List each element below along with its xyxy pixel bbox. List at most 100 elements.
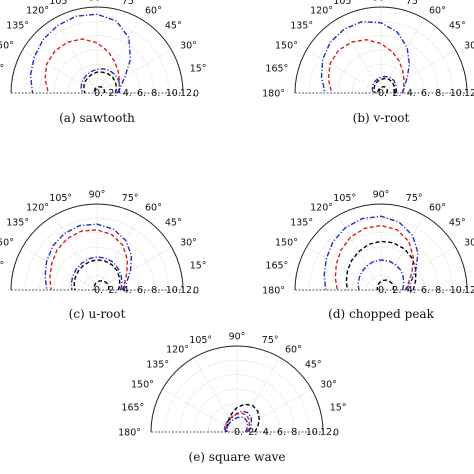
panel-caption: (a) sawtooth — [59, 111, 135, 125]
angle-tick-label: 60° — [145, 5, 162, 16]
grid-spoke — [193, 357, 238, 433]
series-curve-5 — [377, 86, 388, 94]
angle-tick-label: 165° — [121, 403, 144, 414]
radial-tick-label: 8. — [151, 88, 160, 99]
angle-tick-label: 180° — [262, 89, 285, 100]
radial-tick-label: 4. — [123, 88, 132, 99]
angle-tick-label: 120° — [26, 202, 49, 213]
angle-tick-label: 45° — [165, 21, 182, 32]
radial-tick-label: 12. — [464, 285, 474, 296]
angle-tick-label: 135° — [146, 360, 169, 371]
angle-tick-label: 180° — [262, 286, 285, 297]
series-curve-1 — [371, 75, 397, 94]
angle-tick-label: 90° — [89, 0, 106, 4]
series-curve-2 — [373, 77, 396, 94]
angle-tick-label: 75° — [262, 335, 279, 346]
angle-tick-label: 105° — [49, 193, 72, 204]
grid-spoke — [337, 215, 382, 291]
angle-tick-label: 150° — [0, 238, 14, 249]
series-curve-4 — [320, 20, 411, 94]
grid-spoke — [236, 357, 281, 433]
grid-spoke — [306, 49, 382, 94]
angle-tick-label: 120° — [310, 5, 333, 16]
angle-tick-label: 105° — [49, 0, 72, 7]
angle-tick-label: 30° — [180, 41, 197, 52]
polar-panel-2: 015°30°45°60°75°90°105°120°135°150°165°1… — [262, 0, 474, 125]
series-curve-4 — [44, 223, 133, 291]
radial-tick-label: 10. — [450, 88, 465, 99]
angle-tick-label: 60° — [429, 5, 446, 16]
series-curve-3 — [223, 412, 251, 433]
angle-tick-label: 60° — [285, 344, 302, 355]
grid-circle — [39, 35, 155, 94]
series-curve-2 — [83, 71, 118, 94]
angle-tick-label: 0 — [333, 428, 339, 439]
series-curve-5 — [376, 279, 395, 291]
panel-caption: (d) chopped peak — [328, 307, 434, 321]
angle-tick-label: 75° — [122, 0, 139, 7]
radial-tick-label: 0. — [234, 427, 243, 438]
grid-spoke — [96, 49, 172, 94]
angle-tick-label: 105° — [333, 193, 356, 204]
grid-spoke — [22, 49, 98, 94]
angle-tick-label: 45° — [165, 218, 182, 229]
angle-tick-label: 105° — [189, 335, 212, 346]
radial-tick-label: 8. — [435, 88, 444, 99]
radial-tick-label: 6. — [421, 285, 430, 296]
radial-tick-label: 0. — [378, 285, 387, 296]
outer-boundary — [10, 203, 184, 291]
angle-tick-label: 150° — [275, 238, 298, 249]
angle-tick-label: 180° — [0, 286, 1, 297]
radial-tick-label: 6. — [421, 88, 430, 99]
grid-circle — [165, 360, 309, 433]
grid-spoke — [236, 388, 312, 433]
series-curve-3 — [44, 38, 121, 94]
panel-caption: (c) u-root — [69, 307, 126, 321]
angle-tick-label: 30° — [180, 238, 197, 249]
radial-tick-label: 2. — [392, 88, 401, 99]
angle-tick-label: 180° — [118, 428, 141, 439]
radial-tick-label: 0. — [94, 88, 103, 99]
angle-tick-label: 135° — [6, 21, 29, 32]
grid-spoke — [380, 18, 425, 94]
angle-tick-label: 90° — [373, 0, 390, 4]
radial-tick-label: 12. — [180, 88, 195, 99]
grid-circle — [25, 218, 169, 291]
radial-tick-label: 6. — [137, 88, 146, 99]
angle-tick-label: 45° — [449, 21, 466, 32]
grid-circle — [366, 275, 396, 291]
angle-tick-label: 0 — [193, 89, 199, 100]
grid-spoke — [380, 246, 456, 291]
angle-tick-label: 150° — [275, 41, 298, 52]
angle-tick-label: 105° — [333, 0, 356, 7]
grid-circle — [352, 261, 410, 291]
grid-circle — [25, 21, 169, 94]
series-curve-4 — [323, 215, 419, 291]
angle-tick-label: 120° — [26, 5, 49, 16]
radial-tick-label: 2. — [108, 88, 117, 99]
grid-spoke — [53, 215, 98, 291]
angle-tick-label: 15° — [330, 403, 347, 414]
radial-tick-label: 0. — [378, 88, 387, 99]
angle-tick-label: 135° — [290, 21, 313, 32]
angle-tick-label: 150° — [131, 380, 154, 391]
grid-circle — [68, 261, 126, 291]
radial-tick-label: 4. — [407, 285, 416, 296]
angle-tick-label: 135° — [6, 218, 29, 229]
radial-tick-label: 6. — [277, 427, 286, 438]
outer-boundary — [294, 6, 468, 94]
grid-spoke — [162, 388, 238, 433]
grid-circle — [39, 232, 155, 291]
angle-tick-label: 60° — [145, 202, 162, 213]
polar-panel-5: 0 15° 30° 45°60° 75° 90° 105°120° 135° 150° 165° 1… — [118, 332, 346, 465]
series-curve-4 — [225, 416, 249, 433]
grid-spoke — [96, 246, 172, 291]
angle-tick-label: 15° — [190, 64, 207, 75]
grid-spoke — [380, 215, 425, 291]
series-curve-3 — [49, 229, 129, 291]
angle-tick-label: 90° — [373, 190, 390, 201]
polar-panel-1: 0 15° 30° 45°60° 75° 90° 105°120° 135° 150° 165° 1… — [0, 0, 207, 125]
series-curve-3 — [327, 38, 405, 94]
radial-tick-label: 8. — [151, 285, 160, 296]
